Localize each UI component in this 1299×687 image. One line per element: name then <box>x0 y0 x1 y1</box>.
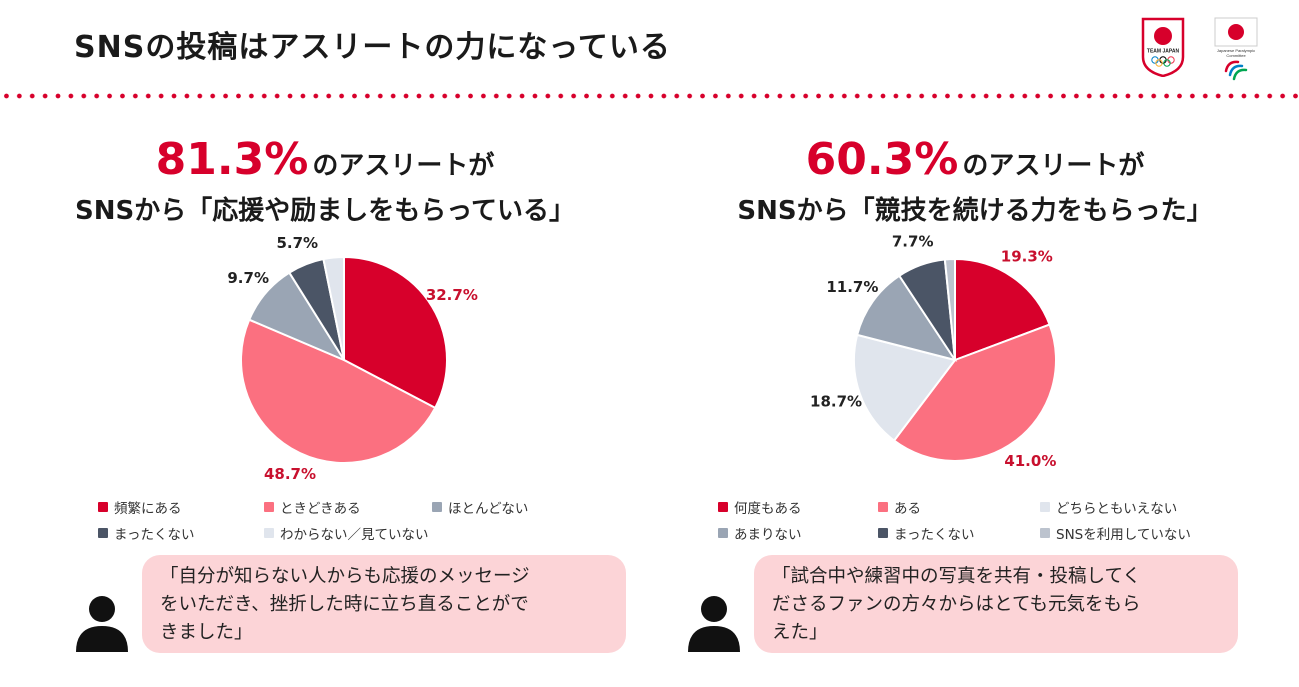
left-headline: 81.3% のアスリートが <box>0 134 650 185</box>
legend-label: ある <box>894 501 921 517</box>
legend-item-どちらともいえない: どちらともいえない <box>1040 497 1177 517</box>
legend-label: どちらともいえない <box>1056 501 1178 517</box>
svg-text:TEAM JAPAN: TEAM JAPAN <box>1147 49 1180 55</box>
right-pie-chart: 19.3% 41.0% 18.7% 11.7% 7.7% <box>810 232 1057 470</box>
legend-swatch <box>878 528 888 538</box>
legend-label: わからない／見ていない <box>280 527 429 543</box>
pie-slice-SNSを利用していない <box>943 257 956 361</box>
right-legend: 何度もある ある どちらともいえないあまりない まったくない SNSを利用していない <box>718 497 1278 549</box>
left-legend: 頻繁にある ときどきある ほとんどないまったくない わからない／見ていない <box>98 497 658 549</box>
pie-value-label: 32.7% <box>426 286 478 304</box>
legend-label: 何度もある <box>734 501 802 517</box>
legend-swatch <box>718 528 728 538</box>
pie-slice-わからない-見ていない <box>322 255 345 361</box>
pie-value-label: 11.7% <box>826 278 878 296</box>
legend-swatch <box>1040 502 1050 512</box>
legend-swatch <box>98 528 108 538</box>
left-panel: 81.3% のアスリートが SNSから「応援や励ましをもらっている」 32.7% 4… <box>0 134 650 653</box>
pie-value-label: 5.7% <box>276 234 318 252</box>
legend-swatch <box>98 502 108 512</box>
legend-swatch <box>432 502 442 512</box>
pie-value-label: 41.0% <box>1004 452 1056 470</box>
right-headline: 60.3% のアスリートが <box>650 134 1299 185</box>
pie-value-label: 19.3% <box>1001 247 1053 265</box>
legend-label: 頻繁にある <box>114 501 182 517</box>
legend-item-ときどきある: ときどきある <box>264 497 361 517</box>
team-japan-logo: TEAM JAPAN <box>1141 17 1185 77</box>
right-headline-percent: 60.3% <box>805 134 959 185</box>
legend-item-あまりない: あまりない <box>718 523 802 543</box>
page-title: SNSの投稿はアスリートの力になっている <box>74 30 671 65</box>
pie-slice-どちらともいえない <box>853 333 957 442</box>
pie-value-label: 48.7% <box>264 465 316 483</box>
pie-slice-頻繁にある <box>343 255 448 410</box>
pie-slice-ある <box>892 323 1057 462</box>
pie-value-label: 9.7% <box>227 269 269 287</box>
legend-label: SNSを利用していない <box>1056 527 1191 543</box>
pie-slice-ときどきある <box>239 318 437 464</box>
right-headline-line2: SNSから「競技を続ける力をもらった」 <box>737 196 1213 226</box>
paralympic-committee-logo: Japanese Paralympic Committee <box>1214 17 1258 81</box>
pie-value-label: 18.7% <box>810 393 862 411</box>
quote-line: えた」 <box>772 622 828 643</box>
legend-swatch <box>1040 528 1050 538</box>
pie-value-label: 7.7% <box>892 232 934 250</box>
legend-item-何度もある: 何度もある <box>718 497 802 517</box>
left-headline-line2: SNSから「応援や励ましをもらっている」 <box>75 196 575 226</box>
dotted-divider <box>0 93 1299 99</box>
left-pie-chart: 32.7% 48.7% 9.7% 5.7% <box>227 234 478 483</box>
quote-line: 「試合中や練習中の写真を共有・投稿してく <box>772 566 1141 587</box>
legend-label: ほとんどない <box>448 501 529 517</box>
legend-label: あまりない <box>734 527 802 543</box>
pie-slice-何度もある <box>954 257 1051 362</box>
svg-text:Japanese Paralympic: Japanese Paralympic <box>1217 48 1255 53</box>
legend-item-まったくない: まったくない <box>98 523 194 543</box>
legend-item-まったくない: まったくない <box>878 523 974 543</box>
quote-line: をいただき、挫折した時に立ち直ることがで <box>160 594 529 615</box>
quote-line: ださるファンの方々からはとても元気をもら <box>772 594 1141 615</box>
person-icon <box>76 596 128 652</box>
pie-slice-あまりない <box>855 274 958 362</box>
person-icon <box>688 596 740 652</box>
legend-item-ほとんどない: ほとんどない <box>432 497 528 517</box>
legend-swatch <box>718 502 728 512</box>
left-headline-suffix: のアスリートが <box>312 151 495 181</box>
legend-label: ときどきある <box>280 501 361 517</box>
right-quote-bubble: 「試合中や練習中の写真を共有・投稿してく ださるファンの方々からはとても元気をも… <box>754 555 1238 653</box>
left-headline-percent: 81.3% <box>155 134 309 185</box>
legend-swatch <box>878 502 888 512</box>
quote-line: 「自分が知らない人からも応援のメッセージ <box>160 566 530 587</box>
quote-line: きました」 <box>160 622 253 643</box>
legend-item-SNSを利用していない: SNSを利用していない <box>1040 523 1191 543</box>
legend-item-頻繁にある: 頻繁にある <box>98 497 182 517</box>
right-headline-suffix: のアスリートが <box>962 151 1145 181</box>
legend-item-ある: ある <box>878 497 921 517</box>
legend-label: まったくない <box>114 527 195 543</box>
legend-swatch <box>264 528 274 538</box>
legend-item-わからない-見ていない: わからない／見ていない <box>264 523 429 543</box>
legend-label: まったくない <box>894 527 975 543</box>
svg-text:Committee: Committee <box>1226 53 1246 58</box>
legend-swatch <box>264 502 274 512</box>
left-quote-bubble: 「自分が知らない人からも応援のメッセージ をいただき、挫折した時に立ち直ることが… <box>142 555 626 653</box>
right-panel: 60.3% のアスリートが SNSから「競技を続ける力をもらった」 19.3% 41… <box>650 0 1299 687</box>
